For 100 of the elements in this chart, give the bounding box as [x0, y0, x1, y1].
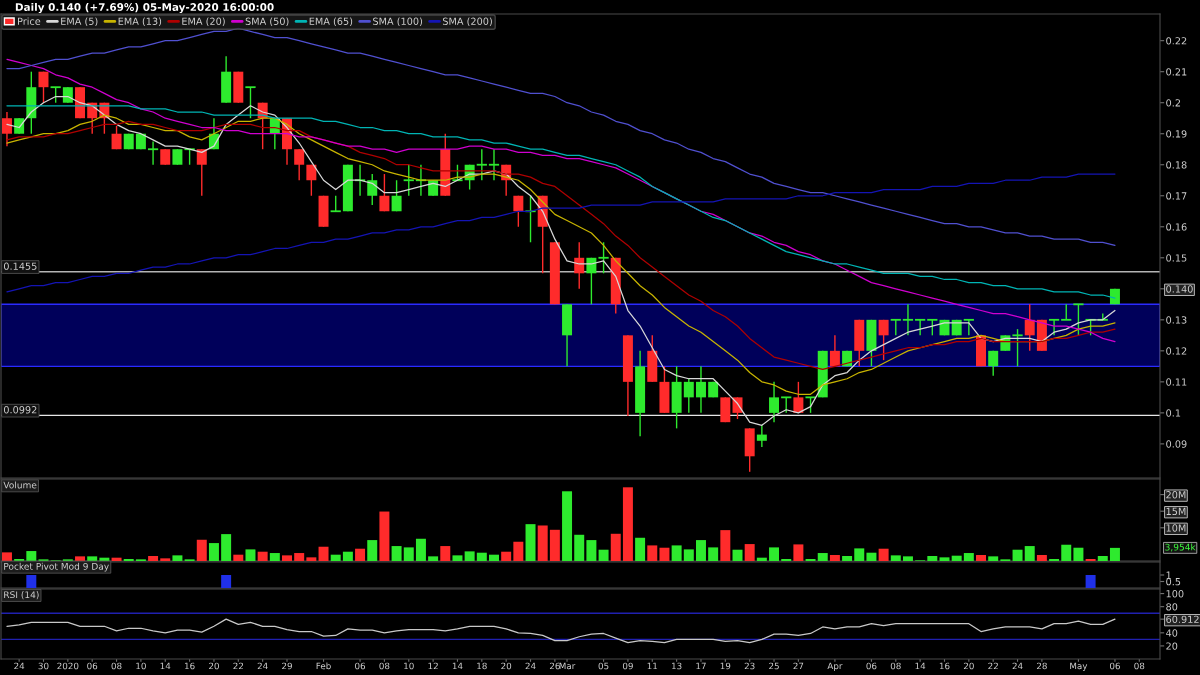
bar [1073, 547, 1084, 561]
bar [415, 538, 426, 561]
bar [659, 547, 670, 561]
x-tick-label: 24 [257, 662, 268, 670]
bar [1036, 555, 1047, 561]
line-series [6, 58, 1116, 343]
bar [671, 545, 682, 561]
bar [428, 556, 439, 561]
bar [513, 541, 524, 561]
bar [1012, 549, 1023, 561]
bar [1, 552, 12, 561]
x-tick-label: 20 [501, 662, 512, 670]
bar [793, 544, 804, 561]
bar [318, 546, 329, 561]
ref-line-label: 0.0992 [3, 406, 37, 414]
legend-label: EMA (20) [182, 17, 225, 27]
y-tick-label: 0.17 [1166, 192, 1187, 200]
x-tick-label: 20 [963, 662, 974, 670]
bar [902, 556, 913, 561]
x-tick-label: 06 [355, 662, 366, 670]
bar [562, 491, 573, 561]
bar [890, 555, 901, 561]
candlestick [294, 148, 305, 181]
x-tick-label: 22 [988, 662, 998, 670]
bar [269, 553, 280, 561]
candlestick [513, 195, 524, 228]
y-tick-label: 10M [1166, 524, 1186, 532]
bar [829, 555, 840, 561]
y-tick-label: 0.09 [1166, 440, 1187, 448]
x-tick-label: 18 [477, 662, 487, 670]
bar [87, 556, 98, 561]
x-tick-label: 30 [38, 662, 49, 670]
x-tick-label: Apr [827, 662, 843, 671]
y-tick-label: 15M [1166, 507, 1186, 516]
bar [355, 548, 366, 561]
candlestick [367, 173, 378, 206]
bar [294, 553, 305, 561]
y-tick-label: 0.21 [1166, 68, 1187, 76]
bar [1061, 544, 1072, 561]
bar [233, 554, 244, 561]
bar [476, 552, 487, 561]
bar [647, 545, 658, 561]
bar [963, 553, 974, 561]
legend-label: SMA (50) [245, 17, 289, 27]
candlestick [1, 111, 12, 147]
y-tick-label: 0.11 [1166, 378, 1187, 386]
legend-label: EMA (65) [309, 17, 353, 27]
bar [208, 543, 219, 561]
y-tick-label: 0.12 [1166, 347, 1187, 355]
x-tick-label: 06 [866, 662, 877, 670]
candlestick [793, 381, 804, 414]
bar [306, 557, 317, 561]
y-tick-label: 0.16 [1166, 223, 1187, 231]
bar [610, 533, 621, 561]
bar [744, 544, 755, 561]
line-series [6, 27, 1116, 247]
x-tick-label: 14 [160, 662, 171, 670]
x-tick-label: 08 [111, 662, 122, 670]
y-tick-label: 0.5 [1166, 577, 1181, 586]
bar [756, 557, 767, 561]
candlestick [695, 365, 706, 414]
y-tick-label: 40 [1166, 629, 1178, 637]
x-tick-label: 08 [379, 662, 390, 670]
bar [1097, 556, 1108, 561]
y-tick-label: 60.912 [1166, 615, 1199, 623]
x-tick-label: 12 [428, 662, 438, 670]
candlestick [379, 173, 390, 212]
candlestick [391, 179, 402, 212]
x-tick-label: 16 [939, 662, 950, 670]
candlestick [829, 334, 840, 368]
candlestick [475, 148, 488, 181]
x-tick-label: 10 [404, 662, 414, 670]
bar [464, 551, 475, 561]
bar [842, 556, 853, 561]
y-tick-label: 0.1 [1166, 409, 1181, 417]
candlestick [597, 241, 610, 274]
x-tick-label: 25 [769, 662, 779, 670]
x-tick-label: 09 [622, 662, 633, 670]
y-tick-label: 0.19 [1166, 130, 1187, 138]
bar [257, 551, 268, 561]
candlestick [901, 303, 914, 337]
y-tick-label: 0.18 [1166, 161, 1187, 169]
bar [586, 540, 597, 561]
x-tick-label: 24 [525, 662, 536, 670]
bar [854, 548, 865, 561]
x-tick-label: May [1070, 662, 1088, 671]
bar [939, 557, 950, 561]
bar [598, 549, 609, 561]
bar [160, 558, 171, 561]
bar [537, 525, 548, 561]
legend-label: SMA (100) [373, 17, 423, 27]
x-tick-label: 06 [1109, 662, 1120, 670]
x-tick-label: 22 [233, 662, 243, 670]
bar [574, 534, 585, 561]
x-tick-label: 17 [696, 662, 706, 670]
bar [148, 556, 159, 561]
x-tick-label: 14 [915, 662, 926, 670]
bar [720, 530, 731, 561]
bar [111, 557, 122, 561]
bar [245, 549, 256, 561]
